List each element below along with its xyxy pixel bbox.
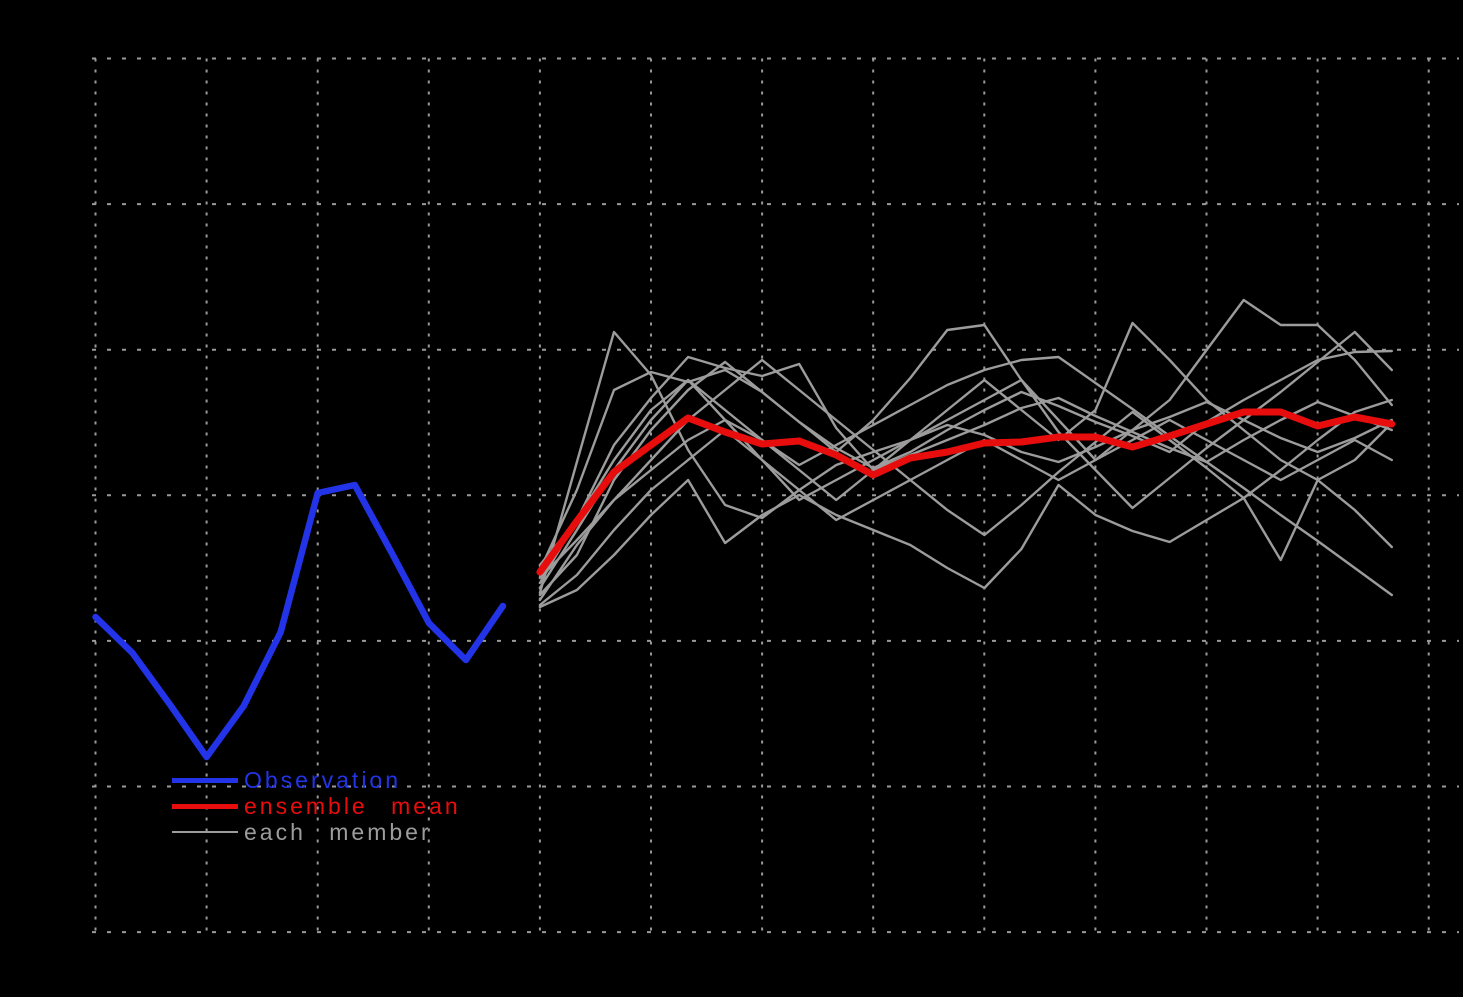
legend-row-each-member: each member: [172, 819, 461, 845]
member-line-2: [538, 355, 1394, 585]
member-line-7: [538, 298, 1394, 590]
legend-label-ensemble-mean: ensemble mean: [244, 793, 461, 819]
member-line-1: [538, 330, 1394, 595]
legend-row-observation: Observation: [172, 767, 461, 793]
ensemble-mean-line-swatch: [172, 803, 238, 809]
legend: Observation ensemble mean each member: [172, 767, 461, 845]
legend-label-each-member: each member: [244, 819, 432, 845]
member-line-6: [538, 323, 1394, 597]
ensemble-mean-line: [536, 408, 1396, 576]
observation-line: [92, 481, 507, 761]
member-line-9: [538, 321, 1394, 567]
legend-label-observation: Observation: [244, 767, 402, 793]
member-line-5: [538, 421, 1394, 609]
legend-row-ensemble-mean: ensemble mean: [172, 793, 461, 819]
member-line-8: [538, 355, 1394, 597]
observation-line-swatch: [172, 777, 238, 783]
each-member-line-swatch: [172, 831, 238, 833]
member-line-3: [538, 349, 1394, 572]
